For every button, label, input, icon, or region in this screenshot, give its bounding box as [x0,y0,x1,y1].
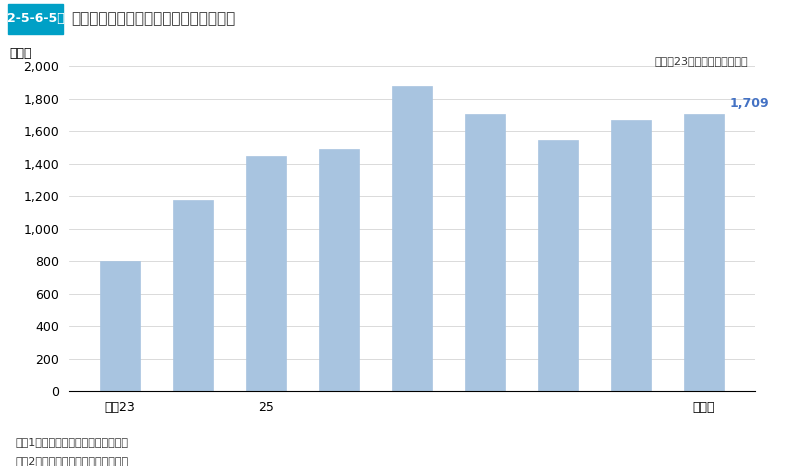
Text: 2-5-6-5図: 2-5-6-5図 [6,12,65,25]
Bar [465,114,505,391]
Bar [319,149,359,391]
Bar [100,261,140,391]
Bar [611,120,651,391]
Bar [8,4,63,34]
Bar [684,114,724,391]
Text: 2　前年度からの繰越しを含む。: 2 前年度からの繰越しを含む。 [16,456,129,466]
Text: 自立準備ホームへの委託実人員の推移: 自立準備ホームへの委託実人員の推移 [71,11,235,26]
Bar [538,140,578,391]
Y-axis label: （人）: （人） [9,47,32,60]
Bar [392,86,432,391]
Text: 1,709: 1,709 [730,97,769,110]
Bar [246,156,286,391]
Text: 注　1　法務省保護局の資料による。: 注 1 法務省保護局の資料による。 [16,438,129,447]
Text: （平成23年度～令和元年度）: （平成23年度～令和元年度） [654,56,748,66]
Bar [173,199,213,391]
